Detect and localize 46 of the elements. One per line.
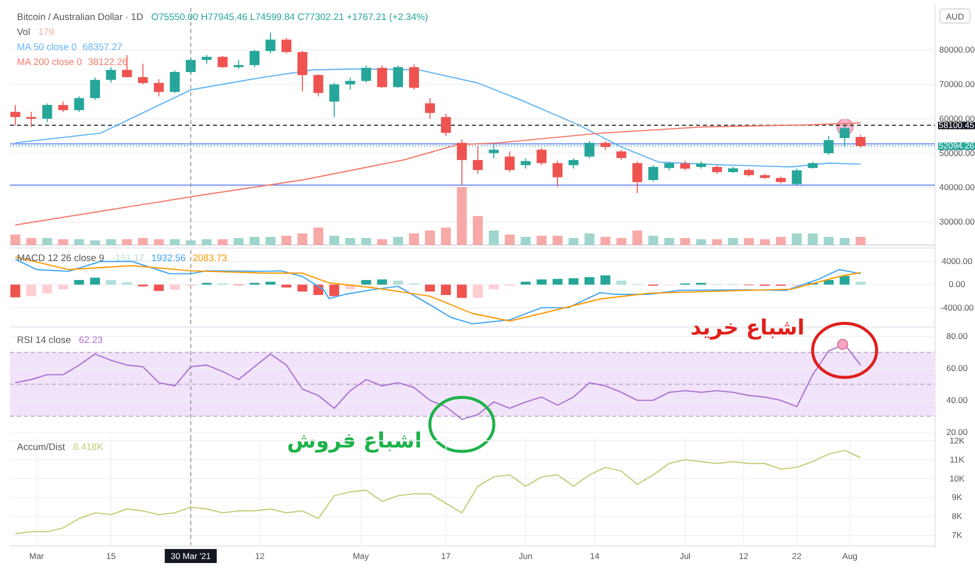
x-tick-label: May	[352, 551, 370, 561]
x-tick-label: 12	[738, 551, 749, 561]
y-tick-label: 40000.00	[939, 182, 975, 192]
y-tick-label: 40.00	[946, 394, 968, 405]
y-tick-label: 10K	[949, 473, 965, 484]
text: MA 50 close 0	[17, 42, 77, 53]
y-tick-label: 11K	[950, 454, 965, 464]
annotation: 2083.73	[192, 253, 228, 264]
x-tick-label: 12	[255, 551, 265, 561]
annotation: O75550.00 H77945.46 L74599.84 C77302.21 +1767.21 (+2.34%)	[151, 12, 428, 23]
y-tick-label: 9K	[952, 492, 963, 502]
annotation: 1932.56	[151, 253, 186, 264]
y-tick-label: 30000.00	[939, 216, 975, 227]
y-tick-label: 7K	[952, 530, 963, 540]
x-tick-label: 15	[106, 551, 116, 561]
annotation: اشباع خرید	[690, 315, 805, 340]
y-tick-label: -4000.00	[940, 302, 974, 312]
y-tick-label: 0.00	[948, 279, 966, 290]
y-tick-label: 8K	[952, 511, 963, 522]
text: Accum/Dist	[17, 442, 66, 453]
x-tick-label: 30 Mar '21	[170, 551, 211, 561]
y-tick-label: 80.00	[946, 330, 968, 341]
x-tick-label: Jun	[518, 551, 533, 561]
annotation: 62.23	[78, 335, 103, 346]
x-tick-label: Aug	[842, 551, 858, 561]
ref-line-label: 52094.26	[938, 140, 974, 151]
y-tick-label: 70000.00	[939, 78, 975, 89]
text: RSI 14 close	[17, 335, 71, 346]
y-tick-label: 12K	[949, 435, 965, 446]
y-tick-label: 4000.00	[942, 256, 973, 266]
x-tick-label: Mar	[29, 551, 44, 561]
y-tick-label: 80000.00	[939, 44, 975, 55]
text: MA 200 close 0	[17, 57, 82, 68]
annotation: 68357.27	[82, 42, 122, 53]
annotation: 8.418K	[73, 442, 104, 453]
annotation: اشباع فروش	[287, 428, 422, 454]
annotation: 179	[38, 27, 54, 38]
y-tick-label: 20.00	[946, 426, 968, 437]
x-tick-label: Jul	[680, 551, 691, 561]
y-tick-label: 60.00	[946, 362, 968, 373]
chart-title: Bitcoin / Australian Dollar · 1D	[17, 12, 144, 23]
x-tick-label: 22	[792, 551, 802, 561]
chart-title: Vol	[17, 27, 30, 38]
x-tick-label: 17	[441, 551, 451, 561]
text: AUD	[946, 12, 964, 22]
x-tick-label: 14	[590, 551, 600, 561]
